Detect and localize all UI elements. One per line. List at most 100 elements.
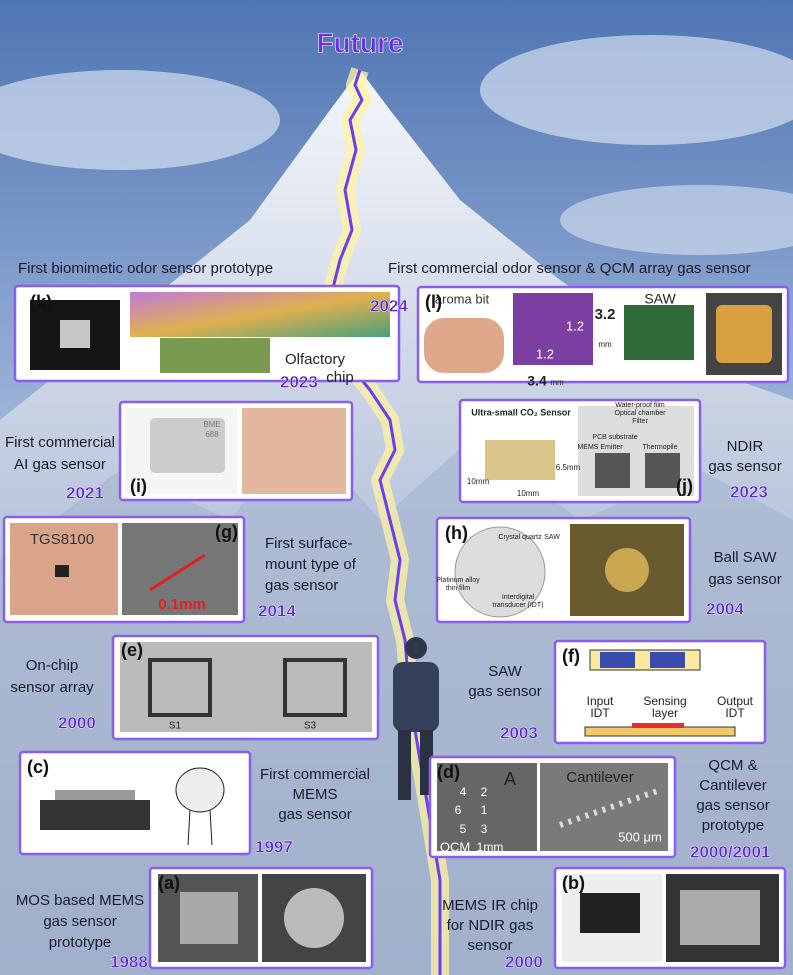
image — [149, 553, 206, 592]
caption: for NDIR gas — [447, 917, 534, 934]
image — [284, 888, 344, 948]
image-label: 4 — [460, 785, 467, 799]
caption: gas sensor — [696, 797, 769, 814]
image — [624, 305, 694, 360]
year: 2000 — [505, 952, 543, 971]
image-label: IDT — [725, 706, 745, 720]
image-label: 10mm — [467, 477, 490, 486]
panel-letter: (e) — [121, 640, 143, 660]
image-label: 0.1mm — [158, 596, 206, 613]
caption: mount type of — [265, 556, 357, 573]
panel-letter: (d) — [437, 762, 460, 782]
image-label: Filter — [632, 418, 648, 425]
caption: First surface- — [265, 535, 353, 552]
image-label: Ultra-small CO₂ Sensor — [471, 407, 571, 417]
image — [485, 440, 555, 480]
panel-letter: (i) — [130, 476, 147, 496]
panel-letter: (c) — [27, 757, 49, 777]
image-label: Thermopile — [642, 444, 677, 451]
image-label: TGS8100 — [30, 531, 94, 548]
caption: Ball SAW — [714, 549, 778, 566]
image — [122, 523, 238, 615]
caption: First commercial odor sensor & QCM array… — [388, 260, 751, 277]
image-label: Olfactory — [285, 351, 346, 368]
image — [187, 809, 191, 846]
cloud — [480, 35, 793, 145]
image-label: mm — [550, 378, 564, 387]
image — [283, 658, 347, 717]
hiker — [393, 637, 439, 800]
panel-letter: (a) — [158, 873, 180, 893]
image-label: S1 — [169, 721, 182, 732]
panel-letter: (l) — [425, 292, 442, 312]
image-label: 10mm — [517, 489, 540, 498]
panel-letter: (g) — [215, 522, 238, 542]
caption: AI gas sensor — [14, 456, 106, 473]
texts: (a) 1988 MOS based MEMS gas sensor prototype… — [5, 260, 782, 972]
image — [55, 790, 135, 800]
image — [180, 892, 238, 944]
image-label: 5 — [460, 822, 467, 836]
caption: gas sensor — [43, 913, 116, 930]
image-label: Output — [717, 694, 754, 708]
caption: First commercial — [5, 434, 115, 451]
image-label: mm — [598, 340, 612, 349]
image — [437, 763, 537, 851]
image — [600, 652, 635, 668]
image-label: Crystal quartz — [498, 534, 542, 541]
image — [160, 338, 270, 373]
image — [209, 809, 213, 846]
image — [584, 726, 736, 737]
image — [716, 305, 772, 363]
image-label: transducer (IDT) — [493, 602, 544, 609]
image — [424, 318, 504, 373]
caption: NDIR — [727, 438, 764, 455]
caption: Cantilever — [699, 777, 767, 794]
image-label: 3.4 — [527, 373, 547, 389]
image-label: Cantilever — [566, 769, 634, 786]
panel-box — [416, 285, 790, 384]
caption: First biomimetic odor sensor prototype — [18, 260, 273, 277]
panel-letter: (b) — [562, 873, 585, 893]
image — [40, 800, 150, 830]
caption: MOS based MEMS — [16, 892, 144, 909]
caption: MEMS — [293, 786, 338, 803]
cloud — [0, 70, 280, 170]
image — [175, 767, 225, 813]
hiker-leg — [398, 730, 411, 800]
year: 2024 — [370, 296, 408, 315]
image — [55, 565, 69, 577]
image-label: 688 — [205, 430, 219, 439]
image-label: S3 — [304, 721, 317, 732]
image-label: SAW — [644, 291, 676, 307]
image-label: 1.2 — [536, 346, 554, 361]
caption: gas sensor — [265, 577, 338, 594]
image-label: 3.2 — [595, 306, 616, 323]
panel-letter: (h) — [445, 523, 468, 543]
image-label: Interdigital — [502, 594, 535, 601]
caption: prototype — [702, 817, 765, 834]
panel-images — [10, 292, 782, 962]
image-label: MEMS Emitter — [577, 444, 623, 451]
image-label: thin film — [446, 585, 470, 592]
hiker-head — [405, 637, 427, 659]
image-label: 1 — [481, 803, 488, 817]
panel-letter: (f) — [562, 646, 580, 666]
image — [595, 453, 630, 488]
image — [632, 723, 684, 728]
panel-letter: (k) — [30, 292, 52, 312]
year: 2023 — [280, 372, 318, 391]
image — [645, 453, 680, 488]
image-label: 6 — [455, 803, 462, 817]
image-label: aroma bit — [435, 291, 490, 306]
caption: gas sensor — [708, 458, 781, 475]
year: 2014 — [258, 601, 296, 620]
image-label: Sensing — [643, 694, 686, 708]
caption: gas sensor — [278, 806, 351, 823]
image-label: PCB substrate — [592, 434, 637, 441]
image — [242, 408, 346, 494]
image — [513, 293, 593, 365]
year: 2023 — [730, 482, 768, 501]
